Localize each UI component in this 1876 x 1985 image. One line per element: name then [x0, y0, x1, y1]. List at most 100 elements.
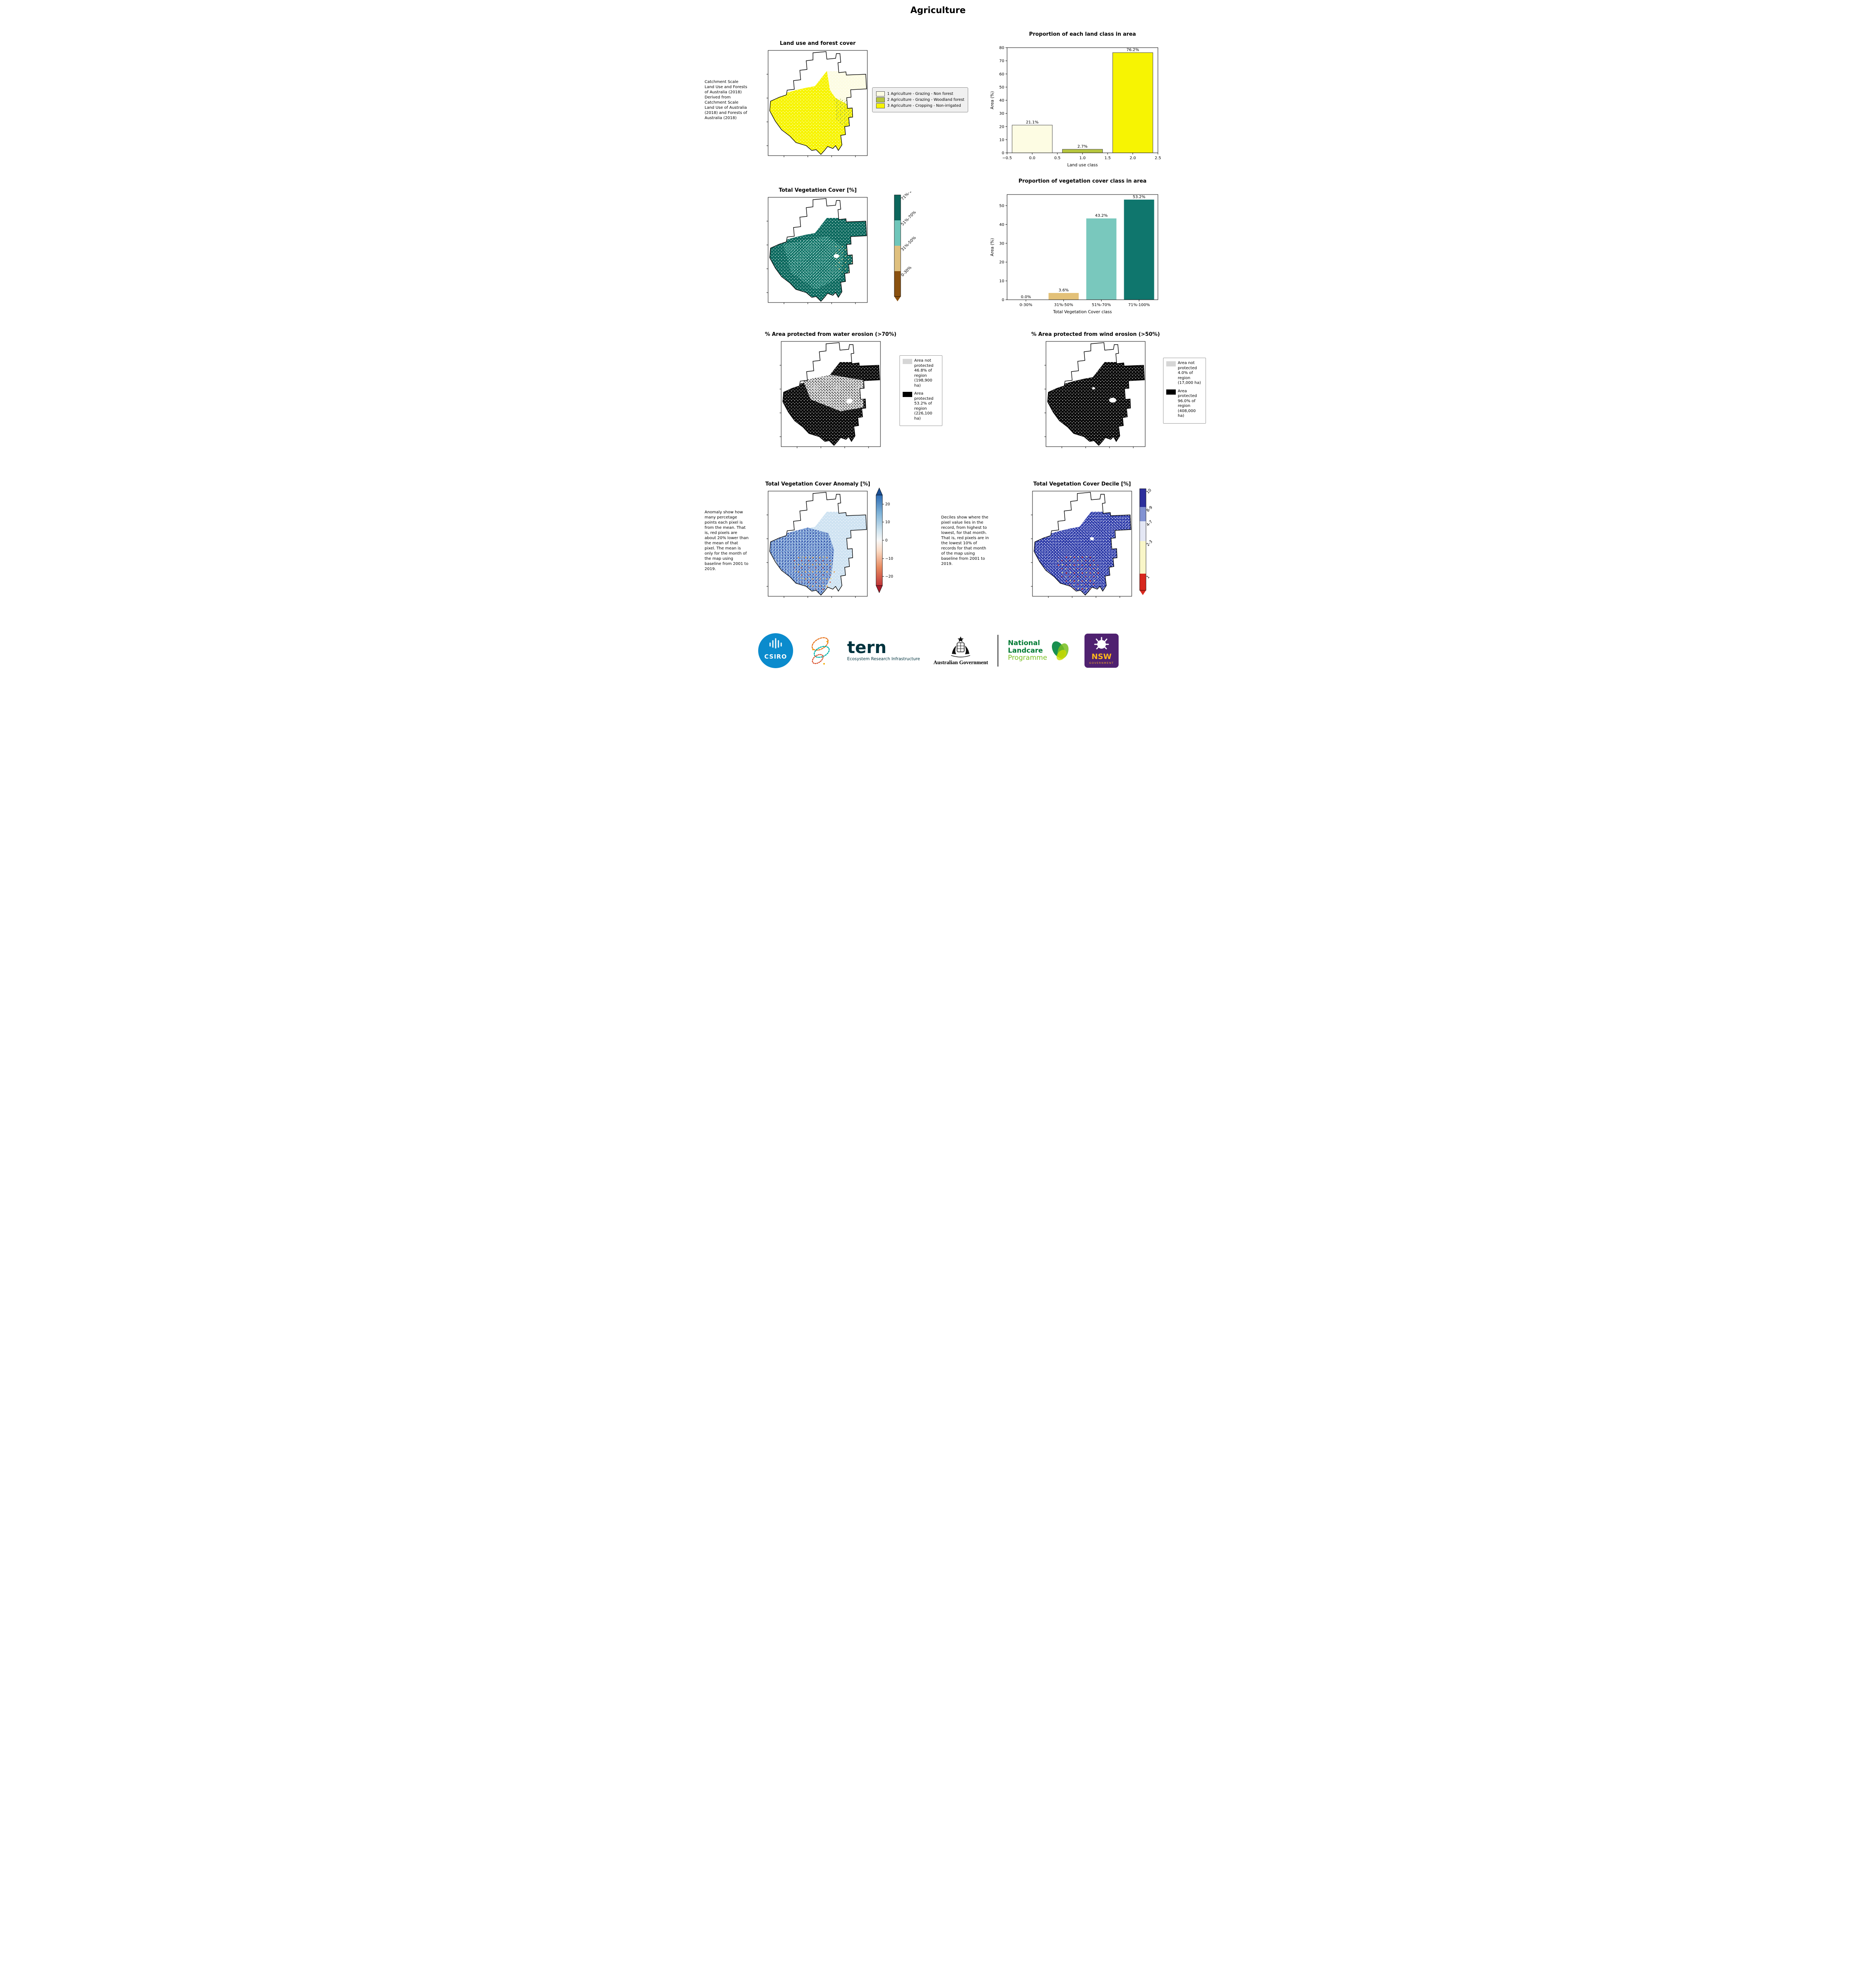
legend-item: Area not protected 46.8% of region (198,…	[903, 358, 939, 388]
bar	[1012, 125, 1053, 153]
land-use-map	[767, 50, 868, 157]
nlp-line3: Programme	[1008, 654, 1047, 662]
legend-item: 1 Agriculture - Grazing - Non forest	[876, 91, 964, 96]
panel-land-class-chart: Proportion of each land class in area 21…	[938, 25, 1172, 174]
legend-label: Area protected 53.2% of region (226,100 …	[914, 391, 934, 421]
footer-logos: CSIRO tern Ecosystem Research Infrastruc…	[704, 632, 1172, 680]
bar	[1062, 149, 1103, 153]
x-tick-label: 1.5	[1104, 156, 1111, 160]
bar	[1124, 199, 1154, 300]
nsw-label: NSW	[1092, 652, 1112, 661]
panel-veg-cover-map: Total Vegetation Cover [%]	[704, 174, 938, 319]
x-axis-label: Land use class	[1067, 163, 1098, 168]
axis-ticks	[767, 221, 856, 304]
colorbar-label: 2-3	[1146, 539, 1153, 547]
x-tick-label: −0.5	[1002, 156, 1012, 160]
colorbar-label: 4-7	[1146, 519, 1153, 527]
land-use-legend: 1 Agriculture - Grazing - Non forest 2 A…	[872, 87, 969, 112]
decile-map-block: Total Vegetation Cover Decile [%]	[1029, 481, 1135, 600]
x-tick-label: 0.0	[1029, 156, 1035, 160]
panel-land-use-map: Catchment Scale Land Use and Forests of …	[704, 25, 969, 174]
y-tick-label: 80	[999, 46, 1004, 50]
x-tick-label: 31%-50%	[1054, 303, 1073, 307]
wind-erosion-map	[1044, 341, 1146, 448]
legend-item: Area not protected 4.0% of region (17,00…	[1166, 361, 1203, 386]
legend-swatch-not-protected	[1166, 361, 1176, 367]
colorbar-label: 8-9	[1146, 505, 1153, 513]
tern-wordmark: tern	[847, 637, 887, 657]
anomaly-title: Total Vegetation Cover Anomaly [%]	[765, 481, 871, 487]
bar-value-label: 43.2%	[1095, 214, 1108, 218]
x-tick-label: 71%-100%	[1128, 303, 1150, 307]
axis-ticks	[767, 74, 856, 157]
axis-ticks	[1031, 515, 1120, 598]
wind-erosion-title: % Area protected from wind erosion (>50%…	[1031, 331, 1160, 337]
y-axis-label: Area (%)	[990, 238, 995, 256]
nsw-government-label: GOVERNMENT	[1089, 661, 1114, 665]
tern-logo: tern Ecosystem Research Infrastructure	[847, 637, 920, 661]
veg-cover-title: Total Vegetation Cover [%]	[778, 187, 857, 193]
wind-erosion-map-block: % Area protected from wind erosion (>50%…	[1031, 331, 1160, 450]
x-axis-label: Total Vegetation Cover class	[1053, 310, 1112, 314]
axis-ticks	[779, 365, 869, 448]
land-class-bar-chart: 21.1% 2.7% 76.2% 0 10 20 30 40 50 60 70 80 −0.5 0.0 0.…	[990, 46, 1161, 168]
y-tick-label: 50	[999, 204, 1004, 208]
y-axis-label: Area (%)	[990, 91, 995, 109]
bar-value-label: 76.2%	[1127, 48, 1139, 52]
y-tick-label: 70	[999, 59, 1004, 63]
csiro-label: CSIRO	[765, 653, 787, 660]
row-erosion: % Area protected from water erosion (>70…	[704, 319, 1206, 462]
indigenous-artwork	[811, 637, 830, 665]
water-erosion-map	[779, 341, 881, 448]
colorbar-tick: 20	[885, 502, 890, 507]
wind-erosion-legend: Area not protected 4.0% of region (17,00…	[1163, 358, 1206, 424]
page-header: Agriculture	[704, 0, 1172, 25]
bar	[1086, 218, 1117, 300]
australian-government-label: Australian Government	[933, 659, 988, 665]
csiro-logo: CSIRO	[758, 633, 794, 668]
page-title: Agriculture	[910, 6, 966, 15]
row-veg-cover: Total Vegetation Cover [%]	[704, 174, 1172, 319]
bar-value-label: 3.6%	[1059, 288, 1069, 292]
legend-label: 3 Agriculture - Cropping - Non-irrigated	[887, 104, 961, 108]
y-tick-label: 40	[999, 222, 1004, 227]
land-class-chart-block: Proportion of each land class in area 21…	[989, 31, 1163, 169]
land-use-caption: Catchment Scale Land Use and Forests of …	[705, 79, 747, 120]
colorbar-tick: −10	[885, 557, 893, 561]
colorbar-label: 51%-70%	[900, 210, 917, 227]
veg-cover-map	[767, 197, 868, 304]
legend-swatch-cropping	[876, 103, 885, 108]
nlp-line2: Landcare	[1008, 646, 1043, 655]
y-tick-label: 0	[1002, 298, 1004, 302]
legend-swatch-protected	[1166, 389, 1176, 395]
anomaly-colorbar: 20 10 0 −10 −20	[876, 487, 893, 593]
x-tick-label: 2.0	[1130, 156, 1136, 160]
legend-label: Area not protected 46.8% of region (198,…	[914, 358, 934, 388]
legend-item: 3 Agriculture - Cropping - Non-irrigated	[876, 103, 964, 108]
panel-decile: Deciles show where the pixel value lies …	[938, 462, 1172, 619]
nsw-government-logo: NSW GOVERNMENT	[1084, 634, 1119, 668]
land-use-map-block: Land use and forest cover	[765, 40, 871, 159]
bar-value-label: 53.2%	[1133, 195, 1146, 199]
bar-value-label: 21.1%	[1026, 120, 1038, 125]
colorbar-label: 10	[1146, 488, 1152, 495]
anomaly-map-block: Total Vegetation Cover Anomaly [%]	[765, 481, 871, 600]
legend-swatch-grazing-woodland	[876, 97, 885, 102]
report-page: Agriculture Catchment Scale Land Use and…	[704, 0, 1206, 680]
legend-item: Area protected 96.0% of region (408,000 …	[1166, 389, 1203, 419]
australian-government-logo: Australian Government	[934, 636, 988, 666]
legend-label: 1 Agriculture - Grazing - Non forest	[887, 92, 953, 96]
anomaly-map	[767, 491, 868, 598]
x-tick-label: 2.5	[1155, 156, 1161, 160]
colorbar-tick: −20	[885, 574, 893, 579]
bar-value-label: 0.0%	[1021, 295, 1031, 299]
axis-ticks	[1044, 365, 1134, 448]
legend-swatch-protected	[903, 392, 913, 397]
legend-label: Area protected 96.0% of region (408,000 …	[1177, 389, 1197, 418]
colorbar-label: 31%-50%	[900, 235, 917, 252]
y-tick-label: 10	[999, 279, 1004, 283]
waratah-icon	[1094, 637, 1109, 649]
x-tick-label: 0-30%	[1019, 303, 1032, 307]
nlp-line1: National	[1008, 639, 1040, 647]
panel-water-erosion: % Area protected from water erosion (>70…	[704, 319, 943, 462]
